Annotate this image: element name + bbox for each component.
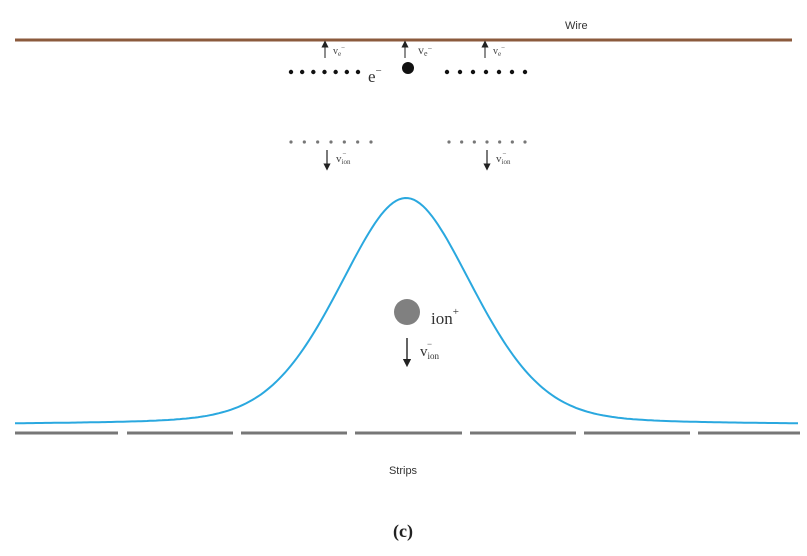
charge-dot bbox=[457, 69, 463, 75]
velocity-label: vion− bbox=[336, 150, 351, 166]
caption: (c) bbox=[393, 521, 413, 542]
charge-dot bbox=[333, 69, 338, 75]
velocity-label: vion− bbox=[496, 150, 511, 166]
charge-dot bbox=[444, 69, 450, 75]
velocity-label: vion− bbox=[420, 339, 440, 361]
induced-signal-curve bbox=[15, 196, 798, 425]
charge-dot bbox=[289, 140, 293, 144]
charge-dot bbox=[299, 69, 305, 75]
charge-dot bbox=[523, 140, 527, 144]
ion-cloud bbox=[289, 140, 527, 144]
charge-dot bbox=[483, 69, 489, 75]
charge-dot bbox=[316, 140, 320, 144]
ion-arrows bbox=[323, 150, 491, 171]
charge-dot bbox=[288, 69, 294, 75]
charge-dot bbox=[485, 140, 489, 144]
electron-cloud bbox=[288, 69, 528, 75]
wire-label: Wire bbox=[565, 20, 588, 32]
charge-dot bbox=[356, 140, 360, 144]
electron-arrows bbox=[321, 40, 489, 58]
electron-label: e− bbox=[368, 65, 382, 86]
charge-dot bbox=[496, 69, 502, 75]
charge-dot bbox=[329, 140, 333, 144]
charge-dot bbox=[447, 140, 451, 144]
charge-dot bbox=[355, 69, 361, 75]
charge-dot bbox=[311, 69, 316, 75]
ion-velocity-labels: vion− vion− bbox=[336, 150, 511, 166]
charge-dot bbox=[302, 140, 306, 144]
charge-dot bbox=[522, 69, 528, 75]
charge-dot bbox=[510, 140, 514, 144]
charge-dot bbox=[369, 140, 373, 144]
velocity-label: ve− bbox=[493, 44, 505, 58]
charge-dot bbox=[322, 69, 327, 75]
electron-velocity-labels: ve− ve− ve− bbox=[333, 43, 505, 58]
charge-dot bbox=[509, 69, 515, 75]
charge-dot bbox=[344, 69, 350, 75]
strips-label: Strips bbox=[389, 465, 418, 477]
charge-dot bbox=[470, 69, 476, 75]
electron bbox=[402, 62, 414, 74]
velocity-label: ve− bbox=[418, 43, 433, 58]
velocity-label: ve− bbox=[333, 44, 345, 58]
ion-label: ion+ bbox=[431, 306, 459, 328]
charge-dot bbox=[472, 140, 476, 144]
charge-dot bbox=[498, 140, 502, 144]
charge-dot bbox=[460, 140, 464, 144]
charge-dot bbox=[342, 140, 346, 144]
ion bbox=[394, 299, 420, 325]
